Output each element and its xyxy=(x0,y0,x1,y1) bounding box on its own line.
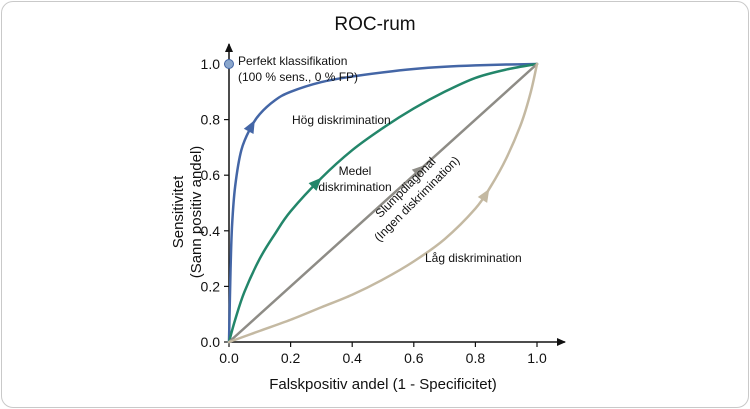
x-tick-label: 0.2 xyxy=(281,350,301,366)
y-tick-label: 0.8 xyxy=(201,112,221,128)
y-tick-label: 0.2 xyxy=(201,278,221,294)
roc-curve-1 xyxy=(227,62,539,344)
x-tick-label: 0.6 xyxy=(404,350,424,366)
medium-discrimination-label: Medel xyxy=(339,164,372,178)
roc-curve-arrow-1 xyxy=(243,119,255,135)
x-tick-label: 0.8 xyxy=(466,350,486,366)
roc-curve-2 xyxy=(227,62,539,344)
y-axis-title-sub: (Sann positiv andel) xyxy=(188,146,205,279)
high-discrimination-label: Hög diskrimination xyxy=(292,113,391,127)
low-discrimination-label: Låg diskrimination xyxy=(425,251,522,265)
x-tick-label: 1.0 xyxy=(527,350,547,366)
y-tick-label: 0.0 xyxy=(201,334,221,350)
roc-curve-4 xyxy=(227,62,539,344)
x-axis-title: Falskpositiv andel (1 - Specificitet) xyxy=(269,376,497,393)
perfect-classification-point xyxy=(224,59,234,69)
perfect-classification-label: Perfekt klassifikation xyxy=(238,54,347,68)
roc-curve-arrow-2 xyxy=(308,177,322,191)
y-tick-label: 0.4 xyxy=(201,223,221,239)
x-tick-label: 0.4 xyxy=(342,350,362,366)
y-axis-title: Sensitivitet xyxy=(170,175,187,248)
roc-curve-3 xyxy=(227,62,539,344)
y-tick-label: 0.6 xyxy=(201,167,221,183)
perfect-classification-sublabel: (100 % sens., 0 % FP) xyxy=(238,70,358,84)
roc-curve-arrow-3 xyxy=(411,164,426,178)
roc-curve-arrow-4 xyxy=(477,188,490,203)
y-tick-label: 1.0 xyxy=(201,56,221,72)
chart-title: ROC-rum xyxy=(334,14,415,35)
medium-discrimination-sublabel: diskrimination xyxy=(318,180,391,194)
x-tick-label: 0.0 xyxy=(219,350,239,366)
